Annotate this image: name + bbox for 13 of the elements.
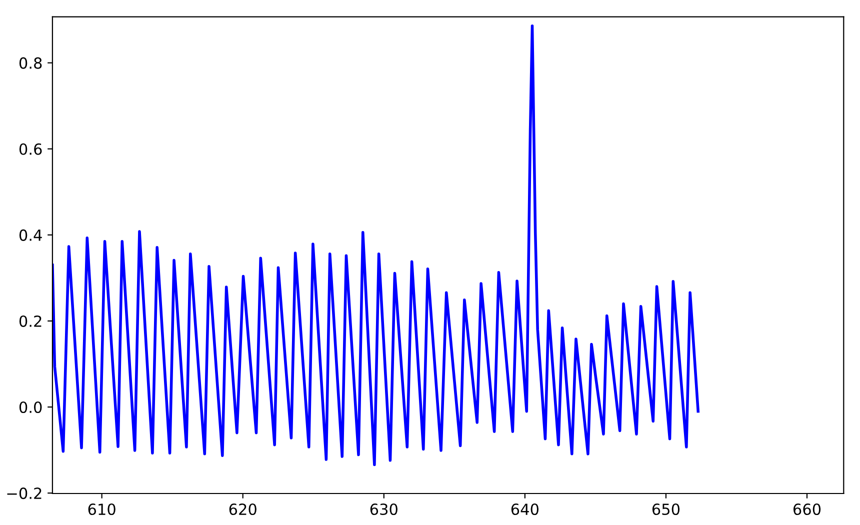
y-tick-label: −0.2 [7, 488, 42, 500]
x-tick-label: 650 [652, 503, 680, 516]
x-tick-label: 630 [370, 503, 398, 516]
x-tick-label: 610 [88, 503, 116, 516]
y-tick-label: 0.8 [19, 57, 42, 69]
line-series [52, 24, 700, 466]
x-tick-label: 640 [511, 503, 538, 516]
y-tick-label: 0.0 [19, 401, 42, 414]
y-tick-label: 0.4 [19, 229, 42, 241]
y-tick-label: 0.6 [19, 143, 42, 155]
y-tick-label: 0.2 [19, 315, 42, 327]
x-tick-label: 620 [229, 503, 256, 516]
x-tick-label: 660 [793, 503, 821, 516]
